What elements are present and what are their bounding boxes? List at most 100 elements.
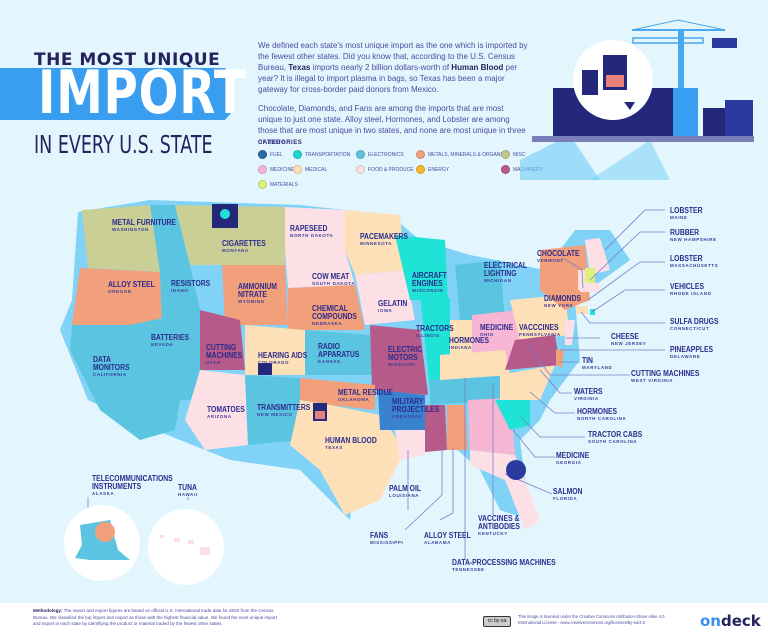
state-tennessee — [430, 375, 510, 405]
state-south-dakota — [285, 250, 355, 288]
legend-swatch — [501, 150, 510, 159]
intro-paragraph-2: Chocolate, Diamonds, and Fans are among … — [258, 104, 526, 146]
state-montana — [175, 205, 285, 265]
state-new-hampshire — [585, 268, 595, 283]
state-minnesota — [345, 210, 405, 275]
ondeck-logo: ondeck — [700, 612, 761, 630]
state-florida — [470, 450, 540, 530]
legend-item-energy: Energy — [416, 165, 501, 174]
state-wyoming — [222, 265, 288, 325]
creative-commons-badge: cc by-sa — [483, 616, 511, 627]
state-washington — [82, 205, 160, 272]
label-south-dakota: Cow Meat South Dakota — [312, 272, 356, 286]
legend-item-food: Food & Produce — [356, 165, 416, 174]
label-georgia: Medicine Georgia — [556, 451, 590, 465]
us-map — [60, 200, 665, 585]
label-minnesota: Pacemakers Minnesota — [360, 232, 408, 246]
legend-item-electronics: Electronics — [356, 150, 416, 159]
label-kansas: Radio Apparatus Kansas — [318, 342, 360, 364]
legend-swatch — [258, 165, 267, 174]
state-idaho — [150, 205, 200, 325]
label-new-york: Diamonds New York — [544, 294, 582, 308]
label-nebraska: Chemical Compounds Nebraska — [312, 304, 357, 326]
label-mississippi: Fans Mississippi — [370, 531, 404, 545]
state-north-carolina — [500, 365, 555, 400]
state-michigan — [455, 260, 505, 320]
legend-swatch — [356, 150, 365, 159]
label-texas: Human Blood Texas — [325, 436, 377, 450]
label-alabama: Alloy Steel Alabama — [424, 531, 471, 545]
label-florida: Salmon Florida — [553, 487, 583, 501]
state-oklahoma — [300, 378, 375, 410]
label-new-mexico: Transmitters New Mexico — [257, 403, 311, 417]
label-arkansas: Military Projectiles Arkansas — [392, 397, 440, 419]
legend-item-materials: Materials — [258, 180, 298, 189]
state-ohio — [472, 310, 520, 365]
license-text: This image is licensed under the Creativ… — [518, 614, 665, 625]
label-arizona: Tomatoes Arizona — [207, 405, 245, 419]
label-rhode-island: Vehicles Rhode Island — [670, 282, 712, 296]
state-texas — [290, 400, 405, 515]
state-louisiana — [395, 430, 425, 460]
label-virginia: Waters Virginia — [574, 387, 603, 401]
title-top: THE MOST UNIQUE — [34, 50, 221, 70]
label-connecticut: Sulfa Drugs Connecticut — [670, 317, 719, 331]
shipping-port-illustration — [520, 19, 754, 180]
label-south-carolina: Tractor Cabs South Carolina — [588, 430, 643, 444]
legend-item-transportation: Transportation — [293, 150, 356, 159]
state-new-jersey — [565, 320, 575, 345]
label-montana: Cigarettes Montana — [222, 239, 266, 253]
state-delaware-maryland — [556, 350, 564, 368]
salmon-icon — [506, 460, 526, 480]
legend-item-metals: Metals, Minerals & Organic — [416, 150, 505, 159]
intro-paragraph-1: We defined each state's most unique impo… — [258, 41, 528, 94]
state-new-york — [540, 245, 590, 310]
state-north-dakota — [285, 207, 345, 250]
label-nevada: Batteries Nevada — [151, 333, 190, 347]
state-massachusetts — [580, 283, 600, 292]
state-colorado — [245, 325, 305, 375]
label-utah: Cutting Machines Utah — [206, 343, 243, 365]
state-arkansas — [378, 390, 425, 430]
label-tennessee: Data-Processing Machines Tennessee — [452, 558, 556, 572]
legend: Fuel Transportation Electronics Metals, … — [258, 150, 548, 189]
label-maine: Lobster Maine — [670, 206, 703, 220]
state-iowa — [355, 270, 415, 325]
title-bottom: IN EVERY U.S. STATE — [34, 130, 213, 159]
label-new-hampshire: Rubber New Hampshire — [670, 228, 717, 242]
methodology-note: Methodology: The import and export figur… — [33, 608, 277, 626]
legend-item-fuel: Fuel — [258, 150, 293, 159]
label-north-carolina: Hormones North Carolina — [577, 407, 627, 421]
state-south-carolina — [495, 395, 530, 430]
label-michigan: Electrical Lighting Michigan — [484, 261, 527, 283]
label-wisconsin: Aircraft Engines Wisconsin — [412, 271, 447, 293]
label-colorado: Hearing Aids Colorado — [258, 351, 308, 365]
state-california — [70, 325, 180, 440]
state-utah — [200, 310, 245, 370]
label-north-dakota: Rapeseed North Dakota — [290, 224, 334, 238]
state-new-mexico — [245, 375, 300, 445]
legend-title: CATEGORIES — [258, 140, 303, 146]
label-alaska: Telecommunications Instruments Alaska — [92, 474, 173, 496]
state-nebraska — [288, 285, 365, 330]
label-delaware: Pineapples Delaware — [670, 345, 714, 359]
legend-item-medicine: Medicine — [258, 165, 294, 174]
transmitter-icon — [258, 363, 272, 375]
label-kentucky: Vaccines & Antibodies Kentucky — [478, 514, 520, 536]
legend-swatch — [416, 165, 425, 174]
hawaii-inset — [148, 509, 224, 585]
label-oregon: Alloy Steel Oregon — [108, 280, 155, 294]
label-illinois: Tractors Illinois — [416, 324, 454, 338]
legend-swatch — [293, 165, 302, 174]
legend-swatch — [501, 165, 510, 174]
label-indiana: Hormones Indiana — [449, 336, 490, 350]
legend-swatch — [258, 180, 267, 189]
label-ohio: Medicine Ohio — [480, 323, 514, 337]
label-missouri: Electric Motors Missouri — [388, 345, 422, 367]
state-kansas — [305, 330, 372, 375]
label-oklahoma: Metal Residue Oklahoma — [338, 388, 393, 402]
state-alabama — [447, 405, 468, 450]
state-pennsylvania — [510, 295, 570, 340]
label-pennsylvania: Vacccines Pennsylvania — [519, 323, 561, 337]
legend-item-misc: Misc — [501, 150, 551, 159]
